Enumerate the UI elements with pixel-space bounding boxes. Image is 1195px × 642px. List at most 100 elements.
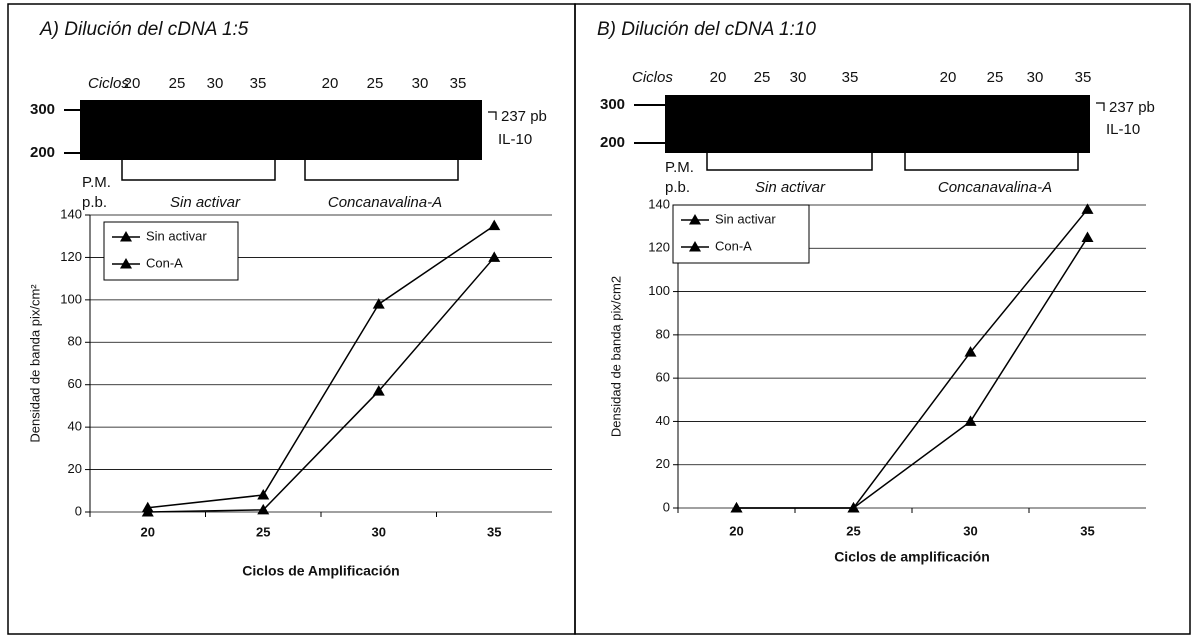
gel-image [80,100,482,160]
x-axis-title: Ciclos de Amplificación [242,563,399,579]
pb-label: p.b. [665,179,690,196]
series-line [147,224,495,509]
marker-label: 300 [600,96,625,113]
data-point [141,506,154,517]
group-label: Concanavalina-A [938,179,1052,196]
x-tick-label: 35 [1080,523,1094,538]
y-tick-label: 140 [648,196,670,211]
x-tick-label: 20 [141,524,155,539]
data-point [488,251,501,262]
legend-marker [689,241,701,252]
lane-label: 30 [207,75,224,92]
legend-box [672,204,810,264]
x-tick-label: 25 [846,523,860,538]
lane-bracket [304,160,459,181]
panel-frame [574,3,1191,635]
marker-label: 200 [600,134,625,151]
marker-label: 200 [30,144,55,161]
pb-label: p.b. [82,194,107,211]
legend-label: Sin activar [146,228,207,243]
x-tick-label: 30 [372,524,386,539]
lane-bracket [904,153,1079,171]
x-tick-label: 20 [729,523,743,538]
gel-image [665,95,1090,153]
legend-label: Con-A [146,255,183,270]
lane-label: 35 [1075,69,1092,86]
y-tick-label: 80 [656,326,670,341]
panel-title: A) Dilución del cDNA 1:5 [39,19,249,40]
x-tick-label: 25 [256,524,270,539]
y-tick-label: 0 [663,499,670,514]
cycles-label: Ciclos [632,69,673,86]
legend-marker [689,214,701,225]
gene-label: IL-10 [1106,121,1140,138]
x-tick-label: 30 [963,523,977,538]
lane-label: 35 [842,69,859,86]
band-label: 237 pb [501,108,547,125]
data-point [964,346,977,357]
lane-label: 25 [987,69,1004,86]
lane-label: 25 [367,75,384,92]
data-point [1081,231,1094,242]
y-tick-label: 60 [68,376,82,391]
y-tick-label: 60 [656,370,670,385]
group-label: Concanavalina-A [328,194,442,211]
lane-label: 20 [940,69,957,86]
legend-marker [120,231,132,242]
lane-label: 30 [412,75,429,92]
legend-marker [120,258,132,269]
y-tick-label: 40 [68,419,82,434]
data-point [372,298,385,309]
lane-label: 35 [450,75,467,92]
lane-label: 20 [124,75,141,92]
lane-label: 30 [1027,69,1044,86]
y-tick-label: 20 [68,461,82,476]
y-tick-label: 20 [656,456,670,471]
lane-label: 25 [754,69,771,86]
legend-label: Sin activar [715,211,776,226]
data-point [964,415,977,426]
y-axis-title: Densidad de banda pix/cm² [27,284,42,443]
series-line [736,237,1089,509]
cycles-label: Ciclos [88,75,129,92]
y-tick-label: 100 [648,283,670,298]
y-tick-label: 40 [656,413,670,428]
panel-title: B) Dilución del cDNA 1:10 [597,19,816,40]
marker-label: 300 [30,101,55,118]
group-label: Sin activar [755,179,826,196]
data-point [372,385,385,396]
band-pointer [488,111,497,120]
y-tick-label: 120 [60,249,82,264]
gene-label: IL-10 [498,131,532,148]
data-point [257,503,270,515]
y-tick-label: 120 [648,240,670,255]
y-axis-title: Densidad de banda pix/cm2 [608,276,623,437]
lane-label: 35 [250,75,267,92]
panel-frame [7,3,576,635]
legend-label: Con-A [715,238,752,253]
lane-label: 30 [790,69,807,86]
data-point [730,502,743,513]
x-axis-title: Ciclos de amplificación [834,549,990,565]
y-tick-label: 80 [68,334,82,349]
lane-label: 20 [710,69,727,86]
data-point [257,489,270,500]
y-tick-label: 140 [60,206,82,221]
group-label: Sin activar [170,194,241,211]
y-tick-label: 100 [60,291,82,306]
lane-label: 20 [322,75,339,92]
data-point [488,219,501,231]
y-tick-label: 0 [75,503,82,518]
data-point [1081,203,1094,214]
x-tick-label: 35 [487,524,501,539]
data-point [847,502,860,513]
band-pointer [1096,102,1105,111]
series-line [147,256,495,513]
pm-label: P.M. [665,159,694,176]
lane-label: 25 [169,75,186,92]
lane-bracket [706,153,873,171]
band-label: 237 pb [1109,99,1155,116]
pm-label: P.M. [82,174,111,191]
lane-bracket [121,160,276,181]
